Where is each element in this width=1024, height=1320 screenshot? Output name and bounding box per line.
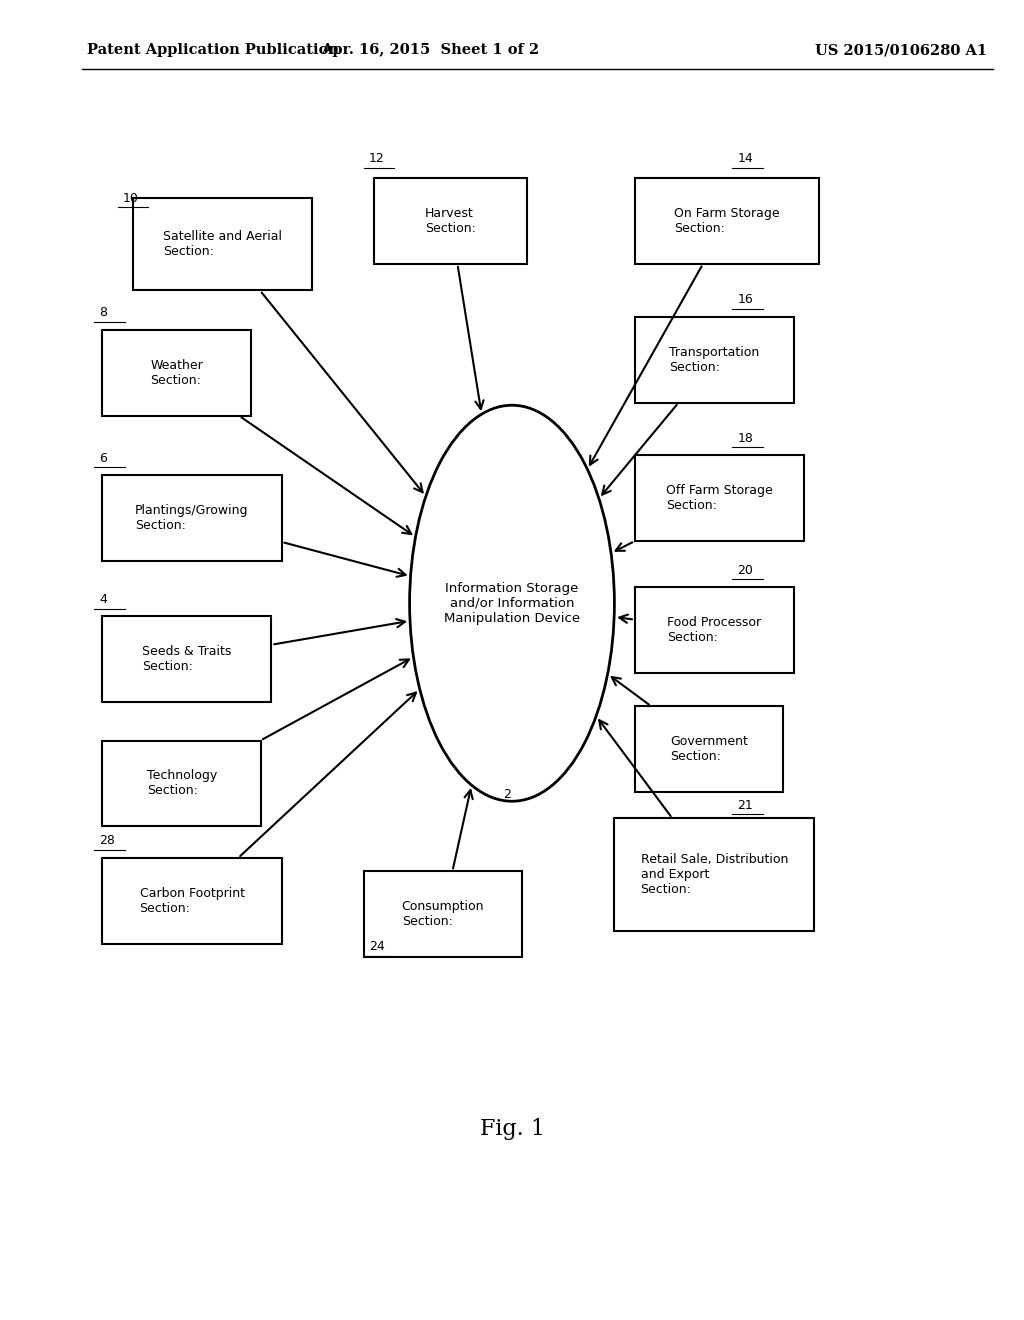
Text: Seeds & Traits
Section:: Seeds & Traits Section: <box>142 645 231 673</box>
FancyBboxPatch shape <box>635 587 794 673</box>
FancyBboxPatch shape <box>614 818 814 931</box>
Text: Fig. 1: Fig. 1 <box>479 1118 545 1139</box>
Text: Satellite and Aerial
Section:: Satellite and Aerial Section: <box>163 230 283 259</box>
FancyBboxPatch shape <box>102 616 271 702</box>
Text: Information Storage
and/or Information
Manipulation Device: Information Storage and/or Information M… <box>444 582 580 624</box>
FancyBboxPatch shape <box>133 198 312 290</box>
FancyBboxPatch shape <box>102 858 282 944</box>
Text: Harvest
Section:: Harvest Section: <box>425 207 476 235</box>
Text: Off Farm Storage
Section:: Off Farm Storage Section: <box>666 484 773 512</box>
Text: On Farm Storage
Section:: On Farm Storage Section: <box>674 207 780 235</box>
Text: 20: 20 <box>737 564 754 577</box>
Text: Technology
Section:: Technology Section: <box>146 770 217 797</box>
Text: 2: 2 <box>503 788 511 801</box>
FancyBboxPatch shape <box>635 178 819 264</box>
FancyBboxPatch shape <box>635 455 804 541</box>
Text: 14: 14 <box>737 152 753 165</box>
Text: 4: 4 <box>99 593 108 606</box>
Text: 6: 6 <box>99 451 108 465</box>
FancyBboxPatch shape <box>102 741 261 826</box>
Text: 28: 28 <box>99 834 116 847</box>
Ellipse shape <box>410 405 614 801</box>
Text: 18: 18 <box>737 432 754 445</box>
Text: Government
Section:: Government Section: <box>670 735 749 763</box>
Text: US 2015/0106280 A1: US 2015/0106280 A1 <box>815 44 987 57</box>
Text: 24: 24 <box>369 940 384 953</box>
Text: Plantings/Growing
Section:: Plantings/Growing Section: <box>135 504 249 532</box>
Text: Food Processor
Section:: Food Processor Section: <box>668 616 761 644</box>
FancyBboxPatch shape <box>374 178 527 264</box>
FancyBboxPatch shape <box>635 706 783 792</box>
Text: Patent Application Publication: Patent Application Publication <box>87 44 339 57</box>
FancyBboxPatch shape <box>635 317 794 403</box>
Text: 12: 12 <box>369 152 384 165</box>
Text: Transportation
Section:: Transportation Section: <box>669 346 760 374</box>
Text: 16: 16 <box>737 293 753 306</box>
Text: 21: 21 <box>737 799 753 812</box>
FancyBboxPatch shape <box>102 330 251 416</box>
Text: Carbon Footprint
Section:: Carbon Footprint Section: <box>139 887 245 915</box>
Text: 10: 10 <box>123 191 139 205</box>
Text: 8: 8 <box>99 306 108 319</box>
Text: Apr. 16, 2015  Sheet 1 of 2: Apr. 16, 2015 Sheet 1 of 2 <box>321 44 540 57</box>
Text: Weather
Section:: Weather Section: <box>151 359 203 387</box>
FancyBboxPatch shape <box>364 871 522 957</box>
FancyBboxPatch shape <box>102 475 282 561</box>
Text: Retail Sale, Distribution
and Export
Section:: Retail Sale, Distribution and Export Sec… <box>641 853 787 896</box>
Text: Consumption
Section:: Consumption Section: <box>401 900 484 928</box>
